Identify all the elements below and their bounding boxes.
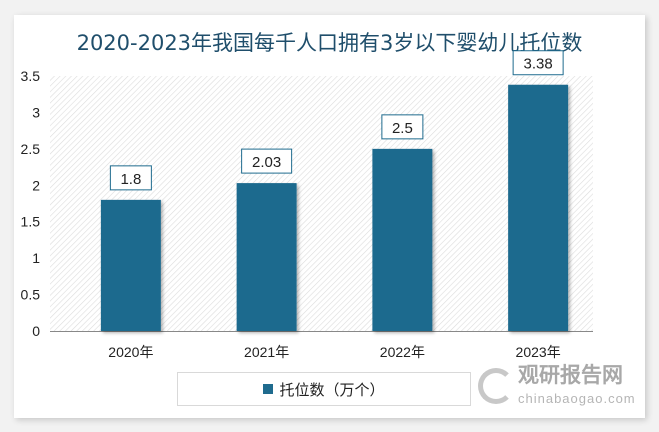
bar	[508, 84, 569, 331]
legend: 托位数（万个）	[177, 372, 471, 406]
y-tick-label: 1	[32, 250, 40, 266]
data-label: 1.8	[120, 171, 141, 188]
watermark-en: chinabaogao.com	[518, 391, 636, 406]
x-tick-label: 2021年	[244, 344, 289, 360]
y-tick-label: 2	[32, 177, 40, 193]
data-label: 2.5	[392, 120, 413, 137]
data-label: 3.38	[524, 56, 553, 73]
y-tick-label: 3.5	[21, 68, 41, 84]
bar	[236, 183, 297, 331]
data-label-box	[512, 50, 564, 76]
x-tick-label: 2023年	[516, 344, 561, 360]
chart-title: 2020-2023年我国每千人口拥有3岁以下婴幼儿托位数	[76, 31, 583, 55]
bar	[372, 148, 433, 331]
legend-label: 托位数（万个）	[279, 381, 385, 399]
y-tick-label: 0.5	[21, 287, 41, 303]
data-label-box	[381, 114, 424, 140]
y-tick-label: 2.5	[21, 141, 41, 157]
watermark-logo-icon	[478, 368, 514, 404]
y-tick-label: 3	[32, 104, 40, 120]
legend-swatch	[263, 384, 274, 394]
x-tick-label: 2020年	[108, 344, 153, 360]
watermark-cn: 观研报告网	[518, 364, 623, 387]
data-label-box	[241, 148, 293, 174]
y-tick-label: 0	[32, 323, 40, 339]
y-tick-label: 1.5	[21, 214, 41, 230]
data-label: 2.03	[252, 154, 281, 171]
x-tick-label: 2022年	[380, 344, 425, 360]
data-label-box	[109, 165, 152, 191]
bar	[100, 199, 161, 331]
